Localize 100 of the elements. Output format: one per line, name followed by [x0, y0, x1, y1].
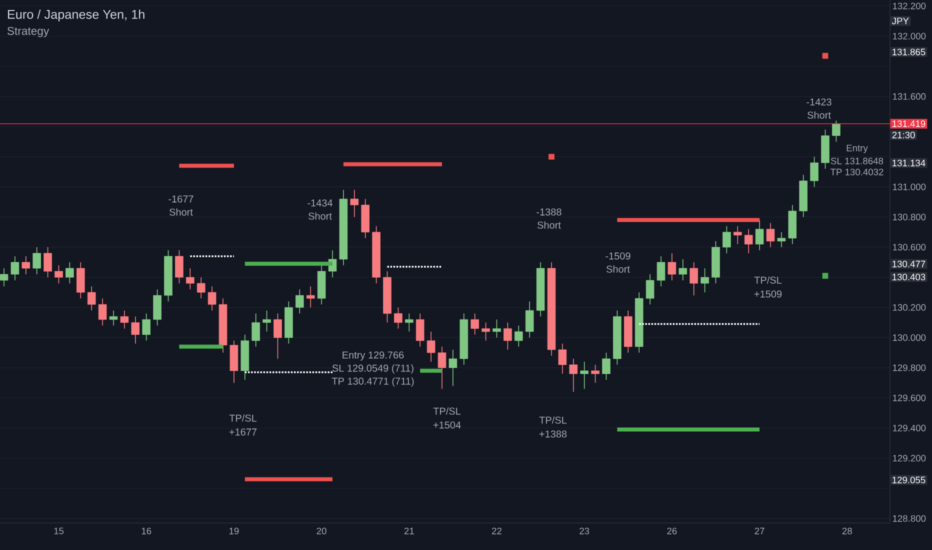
annotation: +1388 [539, 430, 567, 438]
text: 131.865 [892, 48, 926, 56]
candlestick [602, 352, 610, 380]
annotation: Short [308, 212, 332, 220]
candlestick [131, 316, 140, 344]
candlestick [66, 262, 74, 284]
annotation: TP 130.4032 [830, 168, 884, 176]
candlestick [22, 256, 30, 275]
annotation: Short [538, 221, 561, 229]
x-tick-label: 28 [842, 528, 852, 534]
x-tick-label: 20 [316, 528, 326, 534]
point [548, 154, 554, 160]
annotation: SL 129.0549 (711) [332, 364, 414, 374]
annotation: Short [808, 111, 831, 119]
candlestick [558, 343, 567, 374]
candlestick [668, 252, 676, 281]
point [822, 272, 828, 279]
text: 130.477 [892, 260, 926, 268]
candlestick [87, 286, 96, 311]
candlestick [306, 286, 315, 308]
y-tick-label: 130.600 [892, 244, 926, 250]
annotation: Short [606, 265, 630, 273]
text: Euro / Japanese Yen, 1h [8, 10, 144, 22]
candlestick [470, 313, 479, 335]
candlestick [690, 262, 698, 296]
x-tick-label: 22 [492, 528, 502, 534]
candlestick [175, 250, 184, 284]
candlestick [426, 331, 436, 362]
y-tick-label: 129.200 [892, 454, 926, 462]
point [822, 52, 828, 59]
annotation: +1504 [433, 421, 461, 429]
candlestick [700, 268, 709, 293]
annotation: TP/SL [754, 276, 782, 284]
candlestick [109, 310, 118, 326]
annotation: Short [170, 208, 193, 216]
x-tick-label: 19 [229, 528, 239, 534]
x-tick-label: 21 [404, 528, 414, 534]
x-tick-label: 23 [580, 528, 590, 534]
annotation: -1434 [308, 199, 332, 207]
candlestick [755, 220, 764, 251]
candlestick [142, 313, 150, 342]
annotation: TP/SL [229, 414, 257, 422]
text: 131.134 [892, 160, 926, 166]
annotation: TP/SL [433, 407, 461, 415]
annotation: TP 130.4771 (711) [332, 377, 414, 387]
y-tick-label: 132.000 [892, 32, 926, 40]
text: Strategy [7, 26, 50, 38]
y-tick-label: 129.400 [892, 424, 926, 432]
candlestick [656, 256, 666, 287]
y-tick-label: 130.800 [892, 214, 926, 220]
candlestick [448, 349, 458, 386]
candlestick [32, 246, 41, 275]
candlestick [196, 276, 206, 299]
candlestick [394, 307, 402, 329]
y-tick-label: 129.800 [892, 364, 926, 372]
candlestick [734, 226, 742, 245]
candlestick [10, 256, 20, 281]
y-tick-label: 130.200 [892, 304, 926, 311]
y-tick-label: 131.000 [892, 184, 926, 190]
candlestick [98, 298, 107, 326]
x-tick-label: 15 [54, 528, 64, 534]
candlestick [832, 120, 840, 142]
x-tick-label: 16 [142, 528, 152, 534]
candlestick [591, 364, 600, 384]
annotation: -1388 [536, 208, 562, 216]
candlestick [569, 358, 578, 392]
candlestick [208, 286, 216, 311]
x-tick-label: 26 [667, 528, 677, 534]
candlestick [438, 346, 446, 390]
candlestick [678, 258, 688, 281]
candlestick [492, 319, 501, 338]
candlestick [580, 361, 588, 390]
annotation: Entry 129.766 [342, 351, 404, 361]
candlestick [186, 268, 194, 290]
candlestick [504, 322, 512, 350]
candlestick [350, 190, 359, 218]
y-tick-label: 132.200 [892, 2, 926, 10]
text: 129.055 [892, 476, 926, 484]
text: 21:30 [892, 132, 915, 138]
candlestick [120, 310, 129, 329]
candlestick [744, 228, 753, 254]
annotation: -1509 [606, 252, 630, 260]
text: JPY [892, 18, 909, 24]
candlestick [777, 232, 786, 248]
annotation: SL 131.8648 [830, 158, 884, 164]
candlestick [44, 246, 52, 278]
candlestick [252, 313, 260, 348]
candlestick [766, 222, 775, 248]
ref-line-label: 131.419 [892, 120, 926, 128]
candlestick [810, 156, 818, 188]
candlestick [482, 322, 490, 342]
annotation: +1509 [754, 290, 782, 298]
candlestick [405, 313, 414, 332]
candlestick [525, 301, 534, 338]
y-tick-label: 130.000 [892, 334, 926, 341]
y-tick-label: 128.800 [892, 515, 926, 522]
candlestick [262, 310, 271, 332]
annotation: TP/SL [539, 416, 567, 424]
candlestick [646, 274, 654, 305]
candlestick [0, 268, 8, 287]
